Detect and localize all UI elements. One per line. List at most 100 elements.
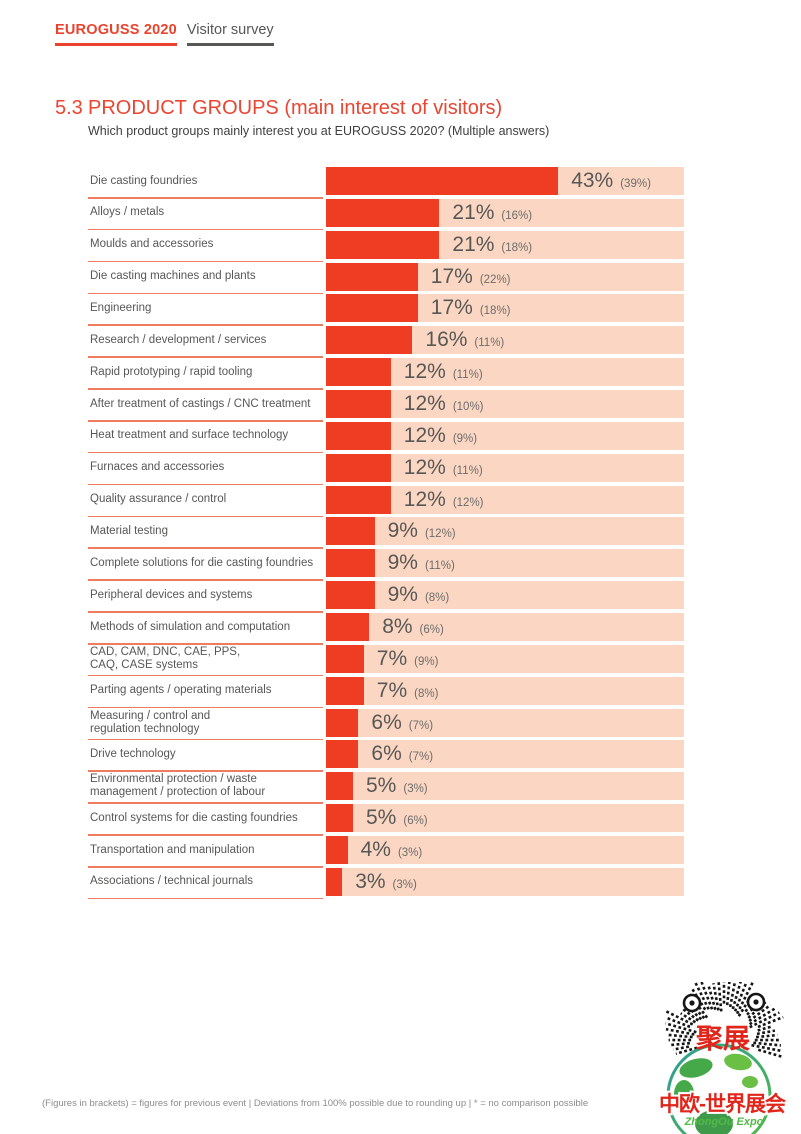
bar-track: 6% (7%)	[326, 740, 684, 769]
chart-row: Alloys / metals 21% (16%)	[88, 198, 685, 231]
chart-row: Measuring / control and regulation techn…	[88, 708, 685, 741]
category-label: Peripheral devices and systems	[90, 588, 253, 601]
bar-track: 9% (12%)	[326, 517, 684, 546]
chart-row: Rapid prototyping / rapid tooling 12% (11%…	[88, 358, 685, 390]
footnote: (Figures in brackets) = figures for prev…	[42, 1098, 589, 1109]
category-label: Complete solutions for die casting found…	[90, 556, 314, 569]
document-subtitle: Visitor survey	[186, 22, 274, 46]
section-heading: 5.3 PRODUCT GROUPS (main interest of vis…	[55, 96, 549, 138]
label-rule	[88, 579, 323, 581]
bar-chart: Die casting foundries 43% (39%) Alloys / me…	[88, 167, 685, 900]
label-rule	[88, 674, 323, 677]
label-rule	[88, 834, 323, 836]
category-label: Alloys / metals	[90, 206, 165, 219]
label-rule	[88, 738, 323, 741]
bar	[326, 167, 559, 195]
chart-row: CAD, CAM, DNC, CAE, PPS, CAQ, CASE syste…	[88, 644, 685, 677]
chart-row: Methods of simulation and computation 8% (…	[88, 613, 685, 645]
category-label: Material testing	[90, 524, 168, 537]
bar	[326, 485, 391, 514]
category-label: Quality assurance / control	[90, 493, 227, 506]
label-rule	[88, 643, 323, 645]
value-label: 21% (18%)	[452, 231, 532, 259]
value-label: 6% (7%)	[371, 740, 433, 768]
category-label: Transportation and manipulation	[90, 843, 255, 856]
value-label: 12% (11%)	[404, 358, 483, 386]
category-label: Parting agents / operating materials	[90, 684, 272, 697]
bar-track: 5% (3%)	[326, 772, 684, 801]
label-rule	[88, 802, 323, 804]
label-rule	[88, 611, 323, 613]
bar-track: 6% (7%)	[326, 708, 684, 737]
value-current: 21%	[452, 232, 495, 256]
bar	[326, 358, 391, 387]
chart-row: Die casting machines and plants 17% (22%)	[88, 262, 685, 295]
bar-track: 43% (39%)	[326, 167, 684, 195]
value-previous: (7%)	[408, 751, 434, 764]
value-label: 17% (22%)	[431, 263, 511, 291]
label-rule	[88, 451, 323, 454]
bar	[326, 836, 348, 865]
category-label: Heat treatment and surface technology	[90, 429, 289, 442]
chart-row: Transportation and manipulation 4% (3%)	[88, 836, 685, 868]
value-previous: (6%)	[403, 815, 428, 828]
label-rule	[88, 420, 323, 422]
value-previous: (11%)	[452, 369, 483, 382]
burst-eye-left-icon	[682, 993, 702, 1013]
bar	[326, 644, 364, 673]
label-rule	[88, 388, 323, 390]
chart-row: After treatment of castings / CNC treatm…	[88, 390, 685, 422]
bar-track: 17% (18%)	[326, 294, 684, 323]
bar-track: 17% (22%)	[326, 262, 684, 291]
label-rule	[88, 547, 323, 549]
label-rule	[88, 706, 323, 709]
label-rule	[88, 897, 323, 900]
bar-track: 12% (10%)	[326, 390, 684, 419]
bar-track: 16% (11%)	[326, 326, 684, 355]
value-label: 9% (12%)	[388, 517, 456, 545]
value-current: 12%	[403, 392, 446, 416]
value-current: 12%	[403, 423, 446, 447]
chart-row: Engineering 17% (18%)	[88, 294, 685, 326]
value-current: 17%	[430, 296, 473, 320]
value-label: 7% (9%)	[377, 645, 439, 673]
value-label: 5% (3%)	[366, 772, 428, 800]
value-label: 9% (11%)	[388, 549, 455, 577]
category-label: Moulds and accessories	[90, 238, 214, 251]
bar	[326, 613, 370, 642]
value-current: 7%	[376, 646, 408, 670]
value-label: 9% (8%)	[388, 581, 450, 609]
chart-row: Complete solutions for die casting found…	[88, 549, 685, 581]
bar-track: 4% (3%)	[326, 836, 684, 865]
value-current: 12%	[403, 487, 446, 511]
label-rule	[88, 515, 323, 518]
value-current: 5%	[366, 774, 397, 798]
bar-track: 12% (9%)	[326, 421, 684, 450]
chart-row: Heat treatment and surface technology 12%…	[88, 421, 685, 454]
value-current: 9%	[387, 519, 418, 543]
bar	[326, 198, 440, 227]
category-label: Research / development / services	[90, 333, 267, 346]
bar-track: 3% (3%)	[326, 867, 684, 896]
value-current: 43%	[571, 169, 614, 192]
value-previous: (18%)	[501, 241, 533, 254]
chart-row: Material testing 9% (12%)	[88, 517, 685, 549]
bar-track: 8% (6%)	[326, 613, 684, 642]
value-current: 9%	[387, 583, 418, 607]
label-rule	[88, 483, 323, 486]
bar	[326, 581, 375, 610]
bar	[326, 390, 391, 419]
category-label: CAD, CAM, DNC, CAE, PPS, CAQ, CASE syste…	[90, 645, 241, 671]
watermark-subtitle-en: ZhongOu Expo	[684, 1116, 764, 1128]
value-label: 17% (18%)	[431, 294, 511, 322]
category-label: Rapid prototyping / rapid tooling	[90, 365, 253, 378]
bar-track: 21% (18%)	[326, 230, 684, 259]
value-previous: (11%)	[452, 464, 483, 477]
category-label: Die casting foundries	[90, 174, 198, 187]
value-label: 12% (12%)	[404, 486, 484, 514]
category-label: Die casting machines and plants	[90, 270, 256, 283]
value-previous: (10%)	[452, 401, 484, 414]
chart-row: Research / development / services 16% (11%…	[88, 326, 685, 358]
value-previous: (3%)	[403, 783, 428, 796]
bar	[326, 294, 418, 323]
